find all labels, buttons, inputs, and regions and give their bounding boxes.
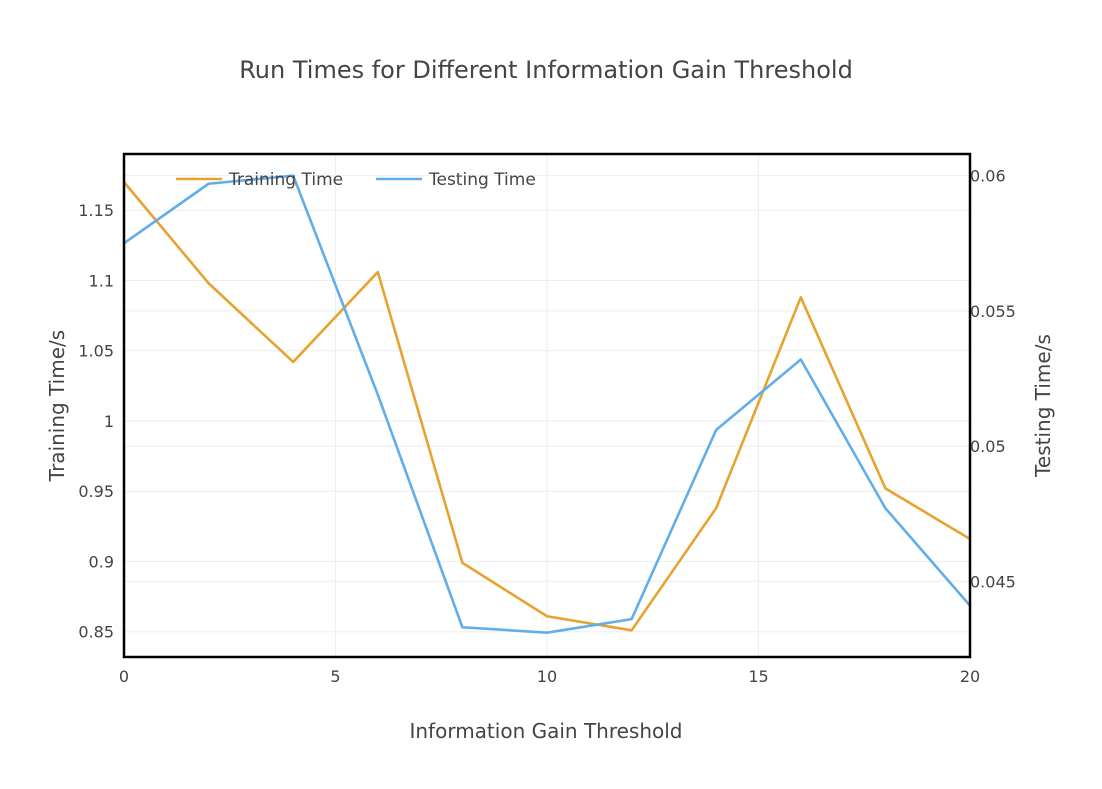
x-axis-title: Information Gain Threshold bbox=[409, 719, 682, 743]
y-tick-label: 1.1 bbox=[89, 271, 114, 290]
y-tick-label: 0.85 bbox=[78, 623, 114, 642]
x-tick-label: 5 bbox=[330, 667, 340, 686]
y-tick-label: 0.9 bbox=[89, 552, 114, 571]
series-layer bbox=[122, 174, 972, 634]
y2-tick-label: 0.045 bbox=[970, 572, 1016, 591]
chart-title: Run Times for Different Information Gain… bbox=[239, 56, 853, 84]
grid-lines bbox=[123, 154, 971, 657]
x-axis-ticks: 0 5 10 15 20 bbox=[119, 667, 980, 686]
series-line-2 bbox=[122, 174, 972, 634]
x-tick-label: 20 bbox=[960, 667, 980, 686]
series-line-1 bbox=[122, 180, 972, 632]
y2-axis-ticks: 0.045 0.05 0.055 0.06 bbox=[970, 167, 1016, 592]
y2-tick-label: 0.05 bbox=[970, 437, 1006, 456]
y-axis-title: Training Time/s bbox=[45, 330, 69, 482]
x-tick-label: 10 bbox=[537, 667, 557, 686]
plot-frame bbox=[122, 152, 972, 659]
y2-tick-label: 0.06 bbox=[970, 167, 1006, 186]
y-tick-label: 0.95 bbox=[78, 482, 114, 501]
x-tick-label: 15 bbox=[748, 667, 768, 686]
y2-axis-title: Testing Time/s bbox=[1031, 334, 1055, 478]
y-tick-label: 1 bbox=[104, 412, 114, 431]
y-tick-label: 1.05 bbox=[78, 342, 114, 361]
legend: Training Time Testing Time bbox=[176, 170, 536, 190]
y-axis-ticks: 0.85 0.9 0.95 1 1.05 1.1 1.15 bbox=[78, 201, 114, 642]
legend-label: Testing Time bbox=[428, 170, 536, 190]
legend-label: Training Time bbox=[228, 170, 343, 190]
y2-tick-label: 0.055 bbox=[970, 302, 1016, 321]
y-tick-label: 1.15 bbox=[78, 201, 114, 220]
x-tick-label: 0 bbox=[119, 667, 129, 686]
